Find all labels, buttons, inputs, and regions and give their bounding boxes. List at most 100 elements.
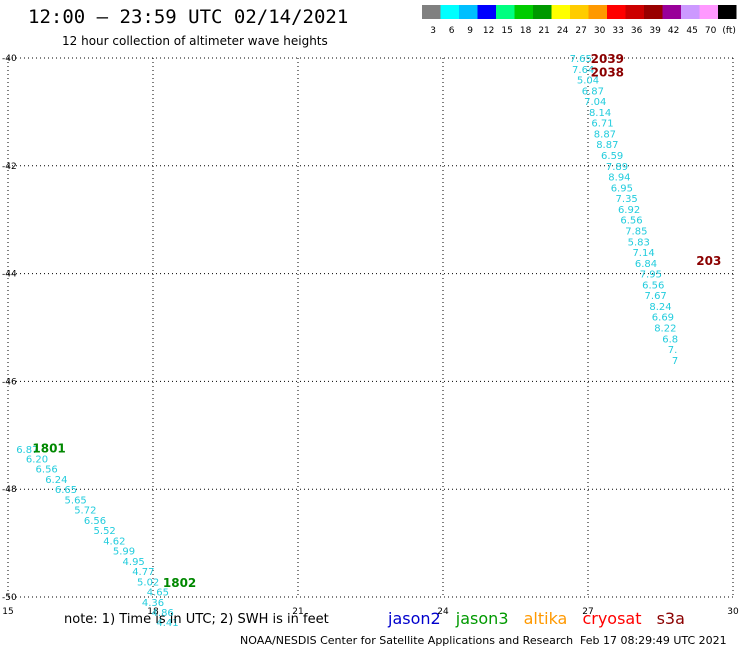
wave-height-label: 7.89: [606, 162, 628, 173]
wave-height-label: 5.04: [577, 76, 599, 87]
color-scale-label: 3: [430, 26, 436, 36]
wave-height-label: 6.56: [620, 216, 642, 227]
satellite-legend: jason2 jason3 altika cryosat s3a: [388, 609, 695, 628]
color-scale-swatch: [699, 5, 718, 19]
color-scale-swatch: [422, 5, 441, 19]
color-scale-label: 30: [594, 26, 606, 36]
wave-height-label: 7.04: [584, 97, 606, 108]
wave-height-label: 4.77: [132, 567, 154, 578]
pass-time-label: 203: [696, 254, 721, 268]
wave-height-label: 8.87: [594, 129, 616, 140]
color-scale-label: 39: [649, 26, 661, 36]
color-scale-label: 36: [631, 26, 643, 36]
color-scale-label: 24: [557, 26, 569, 36]
wave-height-label: 6.95: [611, 183, 633, 194]
satellite-legend-altika: altika: [523, 609, 568, 628]
wave-height-label: 6.65: [55, 485, 77, 496]
color-scale-label: 18: [520, 26, 532, 36]
wave-height-label: 8.14: [589, 108, 611, 119]
wave-height-label: 7.64: [572, 65, 594, 76]
x-tick-label: 15: [2, 607, 13, 617]
wave-height-label: 7: [672, 356, 678, 367]
wave-height-label: 7.35: [616, 194, 638, 205]
wave-height-label: 6.24: [45, 475, 67, 486]
pass-time-label: 1802: [163, 576, 196, 590]
wave-height-label: 5.99: [113, 547, 135, 558]
wave-height-label: 8.87: [596, 140, 618, 151]
satellite-legend-s3a: s3a: [656, 609, 685, 628]
wave-height-label: 4.95: [123, 557, 145, 568]
wave-height-label: 7.67: [645, 291, 667, 302]
wave-height-label: 7.85: [625, 226, 647, 237]
color-scale-label: 33: [612, 26, 623, 36]
color-scale-swatch: [533, 5, 552, 19]
wave-height-label: 6.20: [26, 454, 48, 465]
x-tick-label: 30: [727, 607, 739, 617]
x-tick-label: 24: [437, 607, 449, 617]
pass-time-label: 2038: [591, 65, 624, 79]
y-tick-label: -48: [2, 485, 17, 495]
color-scale-swatch: [570, 5, 589, 19]
wave-height-label: 4.62: [103, 536, 125, 547]
wave-height-label: 5.83: [628, 237, 650, 248]
wave-height-label: 6.84: [635, 259, 657, 270]
wave-height-label: 5.65: [65, 495, 87, 506]
color-scale-label: 21: [538, 26, 549, 36]
wave-height-label: 6.8: [662, 334, 678, 345]
credit-line: NOAA/NESDIS Center for Satellite Applica…: [240, 634, 574, 647]
wave-height-label: 6.56: [642, 280, 664, 291]
wave-height-label: 4.65: [147, 588, 169, 599]
x-tick-label: 27: [582, 607, 593, 617]
pass-time-label: 1801: [32, 442, 65, 456]
color-scale-label: 9: [467, 26, 473, 36]
wave-height-label: 6.56: [84, 516, 106, 527]
wave-height-label: 5.72: [74, 506, 96, 517]
wave-height-color-scale: 3 6 9 12 15 18 21 24 27 30 33 36 39 42 45 70 (ft): [422, 5, 737, 36]
wave-height-label: 6.92: [618, 205, 640, 216]
color-scale-swatch: [625, 5, 644, 19]
color-scale-swatch: [459, 5, 478, 19]
wave-height-label: 7.: [668, 345, 678, 356]
y-tick-label: -40: [2, 54, 17, 64]
chart-subtitle: 12 hour collection of altimeter wave hei…: [62, 34, 328, 48]
wave-height-label: 5.52: [94, 526, 116, 537]
wave-height-label: 8.24: [649, 302, 671, 313]
color-scale-label: 42: [668, 26, 679, 36]
color-scale-swatch: [588, 5, 607, 19]
color-scale-swatch: [496, 5, 515, 19]
color-scale-label: 12: [483, 26, 494, 36]
footer-note: note: 1) Time is in UTC; 2) SWH is in fe…: [64, 612, 329, 627]
color-scale-swatch: [644, 5, 663, 19]
wave-height-label: 4.36: [142, 598, 164, 609]
wave-height-label: 6.69: [652, 313, 674, 324]
wave-height-label: 6.87: [582, 86, 604, 97]
y-tick-label: -46: [2, 377, 17, 387]
color-scale-label: 15: [501, 26, 512, 36]
color-scale-label: 6: [449, 26, 455, 36]
satellite-legend-jason2: jason2: [388, 609, 441, 628]
wave-height-label: 7.95: [640, 270, 662, 281]
y-tick-label: -50: [2, 593, 17, 603]
y-tick-label: -44: [2, 270, 17, 280]
color-scale-swatch: [607, 5, 626, 19]
x-tick-label: 21: [292, 607, 303, 617]
color-scale-label: (ft): [722, 26, 736, 36]
chart-title: 12:00 – 23:59 UTC 02/14/2021: [28, 6, 349, 28]
color-scale-label: 45: [686, 26, 697, 36]
color-scale-swatch: [514, 5, 533, 19]
wave-height-label: 6.56: [36, 465, 58, 476]
x-tick-label: 18: [147, 607, 159, 617]
wave-height-label: 4.41: [156, 618, 178, 629]
color-scale-swatch: [662, 5, 681, 19]
wave-height-label: 7.14: [632, 248, 654, 259]
color-scale-swatch: [440, 5, 459, 19]
wave-height-label: 6.71: [591, 119, 613, 130]
pass-time-label: 2039: [591, 52, 624, 66]
color-scale-label: 27: [575, 26, 586, 36]
color-scale-swatch: [681, 5, 700, 19]
color-scale-swatch: [477, 5, 496, 19]
wave-height-label: 7.65: [570, 54, 592, 65]
wave-height-label: 6.87: [16, 445, 38, 456]
wave-height-label: 6.59: [601, 151, 623, 162]
